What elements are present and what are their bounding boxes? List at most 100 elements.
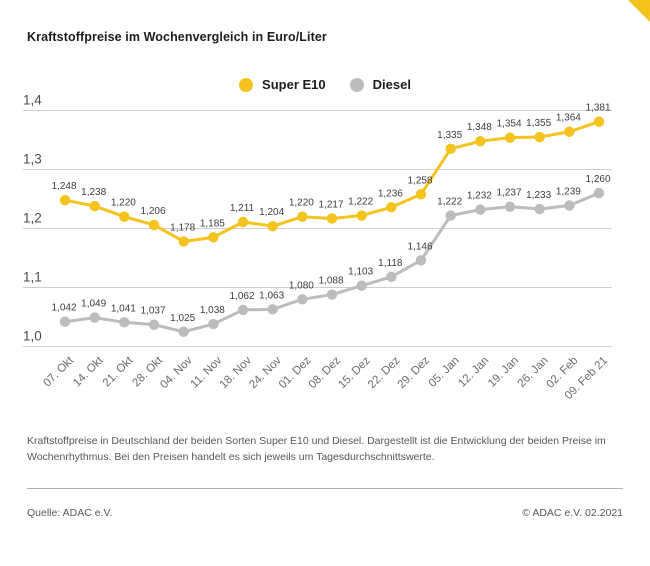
diesel-point — [178, 326, 189, 337]
diesel-point — [534, 203, 545, 215]
chart-legend: Super E10 Diesel — [0, 77, 650, 92]
footer-divider — [27, 488, 623, 489]
legend-item-diesel: Diesel — [349, 77, 411, 92]
super-e10-value-label: 1,211 — [230, 203, 255, 214]
super-e10-point — [119, 211, 130, 222]
diesel-point — [386, 271, 397, 283]
super-e10-value-label: 1,364 — [556, 113, 581, 124]
legend-label-super-e10: Super E10 — [262, 77, 326, 92]
diesel-point — [89, 312, 100, 323]
super-e10-value-label: 1,355 — [526, 118, 551, 129]
diesel-value-label: 1,062 — [229, 291, 254, 302]
super-e10-value-label: 1,381 — [585, 103, 610, 114]
diesel-value-label: 1,239 — [556, 186, 581, 197]
super-e10-value-label: 1,258 — [407, 175, 432, 186]
diesel-point — [267, 304, 278, 315]
super-e10-value-label: 1,204 — [259, 207, 284, 218]
diesel-point — [564, 200, 575, 211]
diesel-point — [445, 210, 456, 221]
copyright-label: © ADAC e.V. 02.2021 — [522, 507, 623, 519]
diesel-value-label: 1,146 — [407, 241, 432, 252]
super-e10-point — [445, 143, 456, 155]
super-e10-value-label: 1,220 — [289, 198, 314, 209]
diesel-value-label: 1,260 — [585, 174, 610, 185]
super-e10-point — [148, 219, 160, 231]
diesel-point — [475, 204, 486, 215]
super-e10-value-label: 1,238 — [81, 187, 106, 198]
diesel-point — [59, 316, 71, 327]
chart-description: Kraftstoffpreise in Deutschland der beid… — [27, 435, 606, 464]
diesel-point — [593, 187, 605, 199]
super-e10-point — [178, 236, 189, 247]
x-axis-tick-label: 15. Dez — [336, 354, 373, 391]
y-axis-tick-label: 1,2 — [23, 211, 42, 226]
source-label: Quelle: ADAC e.V. — [27, 507, 113, 519]
y-axis-tick-label: 1,4 — [23, 93, 42, 108]
super-e10-dot-icon — [239, 77, 254, 92]
super-e10-point — [593, 116, 605, 127]
super-e10-value-label: 1,222 — [348, 197, 373, 208]
diesel-value-label: 1,080 — [289, 280, 314, 291]
diesel-value-label: 1,025 — [170, 313, 195, 324]
super-e10-value-label: 1,248 — [51, 181, 76, 192]
x-axis-tick-label: 29. Dez — [396, 354, 433, 391]
x-axis-tick-label: 08. Dez — [307, 354, 344, 391]
super-e10-point — [386, 202, 397, 213]
x-axis-tick-label: 18. Nov — [218, 354, 255, 391]
legend-label-diesel: Diesel — [372, 77, 411, 92]
super-e10-point — [237, 216, 249, 228]
diesel-value-label: 1,237 — [496, 188, 521, 199]
super-e10-value-label: 1,348 — [467, 122, 492, 133]
chart-title: Kraftstoffpreise im Wochenvergleich in E… — [27, 30, 327, 44]
super-e10-point — [504, 132, 516, 143]
diesel-dot-icon — [349, 77, 364, 92]
legend-item-super-e10: Super E10 — [239, 77, 326, 92]
diesel-point — [326, 289, 338, 300]
y-axis-tick-label: 1,0 — [23, 329, 42, 344]
super-e10-point — [208, 232, 219, 243]
diesel-point — [356, 280, 367, 291]
super-e10-value-label: 1,354 — [496, 119, 521, 130]
super-e10-point — [415, 189, 427, 200]
diesel-value-label: 1,222 — [437, 197, 462, 208]
x-axis-tick-label: 24. Nov — [247, 354, 284, 391]
diesel-value-label: 1,042 — [51, 303, 76, 314]
diesel-value-label: 1,041 — [111, 303, 136, 314]
super-e10-value-label: 1,217 — [318, 199, 343, 210]
x-axis-tick-label: 14. Okt — [71, 354, 106, 389]
source-row: Quelle: ADAC e.V. © ADAC e.V. 02.2021 — [27, 507, 623, 519]
diesel-value-label: 1,103 — [348, 267, 373, 278]
diesel-point — [415, 255, 427, 266]
super-e10-point — [564, 126, 575, 137]
super-e10-point — [89, 200, 100, 212]
corner-mark — [628, 0, 650, 22]
x-axis-tick-label: 01. Dez — [277, 354, 314, 391]
diesel-value-label: 1,063 — [259, 290, 284, 301]
diesel-point — [148, 319, 160, 330]
diesel-point — [237, 304, 249, 316]
super-e10-point — [356, 210, 367, 221]
diesel-value-label: 1,233 — [526, 190, 551, 201]
super-e10-value-label: 1,206 — [140, 206, 165, 217]
diesel-point — [119, 317, 130, 328]
x-axis-tick-label: 12. Jan — [456, 355, 491, 390]
super-e10-point — [59, 194, 71, 206]
diesel-value-label: 1,037 — [140, 306, 165, 317]
super-e10-point — [326, 213, 338, 224]
super-e10-value-label: 1,220 — [111, 198, 136, 209]
y-axis-tick-label: 1,1 — [23, 270, 42, 285]
super-e10-value-label: 1,178 — [170, 222, 195, 233]
diesel-point — [297, 294, 308, 305]
super-e10-point — [297, 211, 308, 222]
super-e10-value-label: 1,236 — [378, 188, 403, 199]
x-axis-tick-label: 21. Okt — [101, 354, 136, 389]
super-e10-point — [267, 220, 278, 232]
diesel-value-label: 1,088 — [318, 276, 343, 287]
diesel-point — [504, 201, 516, 212]
super-e10-point — [534, 131, 545, 143]
y-axis-tick-label: 1,3 — [23, 152, 42, 167]
diesel-value-label: 1,049 — [81, 299, 106, 310]
diesel-value-label: 1,118 — [378, 258, 403, 269]
